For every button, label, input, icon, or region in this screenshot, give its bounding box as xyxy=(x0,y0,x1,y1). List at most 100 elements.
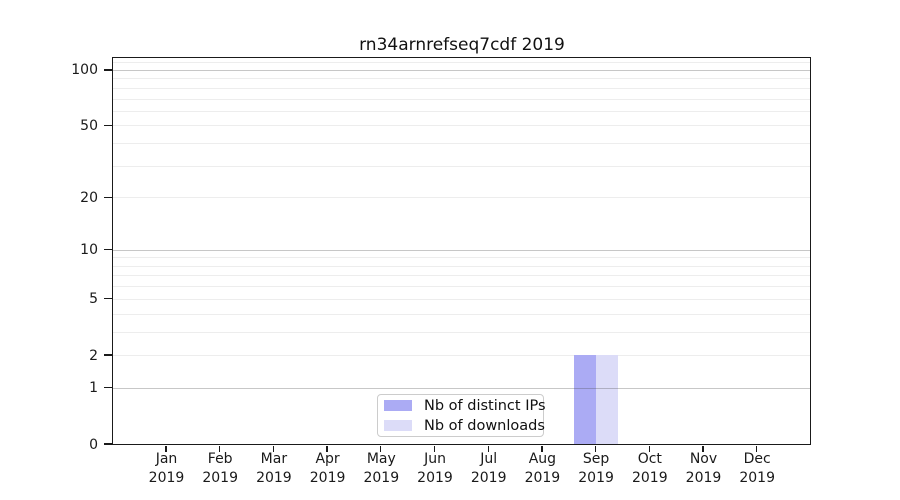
x-axis-year: 2019 xyxy=(256,469,292,486)
x-axis-month: Apr xyxy=(315,451,340,467)
gridline-minor xyxy=(113,98,810,100)
x-axis-tick-label: Jan 2019 xyxy=(135,450,199,487)
legend-row: Nb of downloads xyxy=(384,417,545,434)
x-axis-tick-label: Nov 2019 xyxy=(672,450,736,487)
y-axis-tick-label: 1 xyxy=(89,380,98,397)
y-axis-tick-label: 50 xyxy=(80,117,98,134)
x-axis-tick xyxy=(219,446,221,452)
gridline-minor xyxy=(113,87,810,89)
y-axis-tick xyxy=(104,196,112,198)
x-axis-year: 2019 xyxy=(202,469,238,486)
legend-row: Nb of distinct IPs xyxy=(384,397,546,414)
x-axis-month: Jul xyxy=(480,451,498,467)
x-axis-month: Jun xyxy=(424,451,446,467)
x-axis-tick xyxy=(594,446,597,452)
gridline-minor xyxy=(113,78,810,80)
x-axis-tick-label: Jul 2019 xyxy=(457,450,521,487)
gridline-major xyxy=(113,387,810,389)
bar-downloads xyxy=(595,355,618,444)
x-axis-tick-label: Jun 2019 xyxy=(403,450,467,487)
minor-grid-layer xyxy=(113,58,810,444)
gridline-major xyxy=(113,69,810,71)
x-axis-month: Dec xyxy=(743,451,771,467)
x-axis-tick xyxy=(487,446,489,452)
y-axis-tick xyxy=(104,69,112,71)
gridline-minor xyxy=(113,265,810,267)
y-axis-tick-label: 10 xyxy=(80,242,98,259)
y-axis-tick xyxy=(104,298,112,300)
x-axis-month: May xyxy=(366,451,396,467)
x-axis-tick-label: Aug 2019 xyxy=(510,450,574,487)
x-axis-tick xyxy=(541,446,543,452)
legend-swatch-distinct-ips xyxy=(384,400,412,411)
y-axis-tick-label: 5 xyxy=(89,291,98,308)
x-axis-tick-label: Dec 2019 xyxy=(725,450,789,487)
x-axis-month: Mar xyxy=(260,451,288,467)
chart-title: rn34arnrefseq7cdf 2019 xyxy=(359,35,565,55)
x-axis-labels: Jan 2019 Feb 2019 Mar 2019 Apr 2019 May 2019 Jun 20… xyxy=(114,450,811,492)
x-axis-tick xyxy=(702,446,704,452)
x-axis-year: 2019 xyxy=(148,469,185,486)
x-axis-month: Sep xyxy=(582,451,610,467)
y-axis-tick-label: 2 xyxy=(89,347,98,364)
x-axis-year: 2019 xyxy=(631,469,668,486)
legend-label: Nb of distinct IPs xyxy=(424,397,546,414)
gridline-minor xyxy=(113,355,810,356)
x-axis-year: 2019 xyxy=(470,469,507,486)
gridline-minor xyxy=(113,257,810,259)
x-axis-year: 2019 xyxy=(363,469,400,486)
y-axis-tick xyxy=(104,443,112,445)
x-axis-tick-label: May 2019 xyxy=(349,450,413,487)
x-axis-tick xyxy=(272,446,275,452)
x-axis-tick xyxy=(326,446,328,452)
ticks-layer xyxy=(104,58,810,452)
x-axis-year: 2019 xyxy=(739,469,775,486)
y-axis-labels: 0 1 2 5 10 20 50 100 xyxy=(0,59,104,452)
gridline-major xyxy=(113,249,810,251)
gridline-minor xyxy=(113,165,810,167)
x-axis-year: 2019 xyxy=(578,469,614,486)
gridline-minor xyxy=(113,125,810,127)
gridline-minor xyxy=(113,110,810,112)
y-axis-tick xyxy=(104,354,112,356)
x-axis-tick xyxy=(433,446,436,452)
gridline-minor xyxy=(113,298,810,300)
y-axis-tick-label: 20 xyxy=(80,189,98,206)
x-axis-year: 2019 xyxy=(417,469,453,486)
x-axis-month: Aug xyxy=(528,451,557,467)
y-axis-tick-label: 100 xyxy=(71,62,98,79)
legend: Nb of distinct IPs Nb of downloads xyxy=(377,394,546,437)
y-axis-tick xyxy=(104,124,112,126)
y-axis-tick xyxy=(104,387,112,389)
x-axis-tick-label: Mar 2019 xyxy=(242,450,306,487)
gridline-minor xyxy=(113,275,810,277)
gridline-minor xyxy=(113,286,810,288)
x-axis-month: Jan xyxy=(155,451,178,467)
legend-swatch-downloads xyxy=(384,420,412,431)
x-axis-tick xyxy=(380,446,382,452)
x-axis-tick-label: Oct 2019 xyxy=(618,450,682,487)
x-axis-month: Feb xyxy=(207,451,233,467)
x-axis-year: 2019 xyxy=(685,469,722,486)
gridline-minor xyxy=(113,143,810,144)
gridline-minor xyxy=(113,313,810,315)
y-axis-tick xyxy=(104,248,112,251)
legend-label: Nb of downloads xyxy=(424,417,545,434)
x-axis-tick xyxy=(648,446,650,452)
bar-distinct-ips xyxy=(573,355,596,444)
gridline-minor xyxy=(113,197,810,199)
y-axis-tick-label: 0 xyxy=(89,436,98,453)
x-axis-tick xyxy=(165,446,167,452)
x-axis-month: Nov xyxy=(689,451,718,467)
x-axis-month: Oct xyxy=(637,451,662,467)
gridline-minor xyxy=(113,62,810,64)
x-axis-tick-label: Feb 2019 xyxy=(188,450,252,487)
x-axis-year: 2019 xyxy=(524,469,561,486)
gridline-minor xyxy=(113,331,810,333)
x-axis-year: 2019 xyxy=(309,469,346,486)
x-axis-tick-label: Sep 2019 xyxy=(564,450,628,487)
bars-layer xyxy=(113,58,810,444)
major-grid-layer xyxy=(113,58,810,444)
plot-area: Nb of distinct IPs Nb of downloads xyxy=(104,57,811,452)
